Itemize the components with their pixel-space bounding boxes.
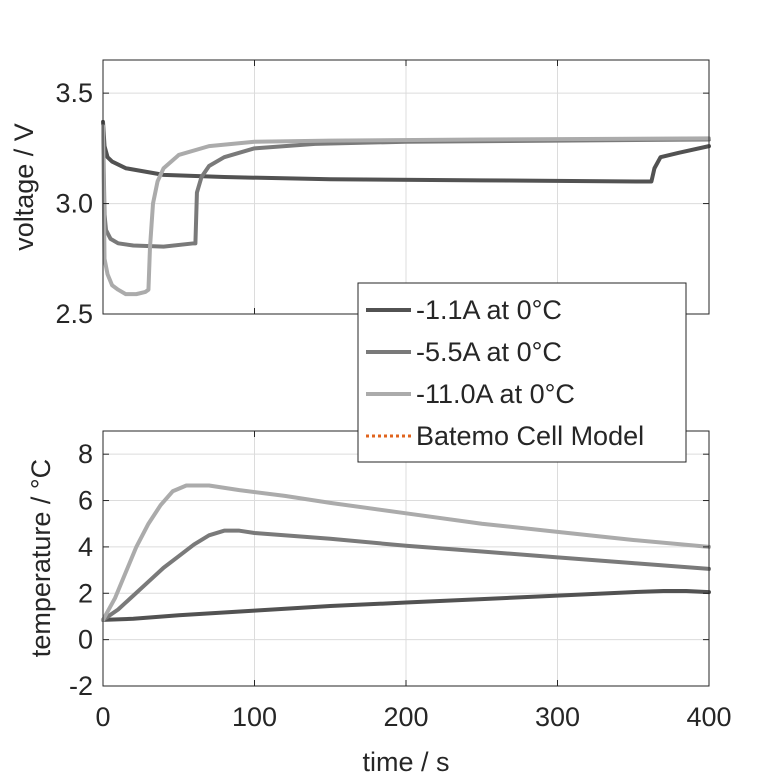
temperature-y-axis-title: temperature / °C [26, 459, 56, 657]
temperature-series-line [101, 588, 711, 622]
legend-label: -11.0A at 0°C [416, 379, 575, 409]
voltage-series-line [101, 124, 711, 297]
voltage-series [101, 119, 711, 297]
temperature-x-tick-label: 100 [232, 702, 277, 732]
temperature-series-line [101, 528, 711, 622]
legend-label: -1.1A at 0°C [416, 295, 562, 325]
temperature-y-tick-label: -2 [69, 671, 93, 701]
voltage-y-tick-label: 2.5 [55, 299, 93, 329]
voltage-ticks: 2.5 3.0 3.5 [55, 60, 710, 329]
temperature-x-tick-label: 0 [95, 702, 110, 732]
legend-entry: -1.1A at 0°C [366, 295, 562, 325]
legend-label: -5.5A at 0°C [416, 337, 562, 367]
temperature-y-tick-label: 4 [78, 532, 93, 562]
voltage-series-line [101, 124, 711, 249]
temperature-x-tick-label: 200 [383, 702, 428, 732]
temperature-y-tick-label: 2 [78, 578, 93, 608]
legend-entry: Batemo Cell Model [366, 421, 644, 451]
temperature-x-tick-label: 400 [686, 702, 731, 732]
temperature-series-line [101, 483, 711, 622]
voltage-y-tick-label: 3.5 [55, 78, 93, 108]
legend-entry: -5.5A at 0°C [366, 337, 562, 367]
legend-box [357, 282, 687, 463]
temperature-y-tick-label: 8 [78, 439, 93, 469]
temperature-series [101, 483, 711, 622]
voltage-series-line [101, 119, 711, 184]
temperature-y-tick-label: 6 [78, 486, 93, 516]
legend-label: Batemo Cell Model [416, 421, 644, 451]
voltage-axes: 2.5 3.0 3.5 voltage / V [9, 59, 711, 329]
voltage-y-axis-title: voltage / V [9, 123, 39, 251]
voltage-y-tick-label: 3.0 [55, 189, 93, 219]
legend-entry: -11.0A at 0°C [366, 379, 575, 409]
temperature-x-tick-label: 300 [535, 702, 580, 732]
legend: -1.1A at 0°C -5.5A at 0°C -11.0A at 0°C … [357, 282, 687, 463]
temperature-y-tick-label: 0 [78, 625, 93, 655]
time-x-axis-title: time / s [362, 747, 449, 777]
